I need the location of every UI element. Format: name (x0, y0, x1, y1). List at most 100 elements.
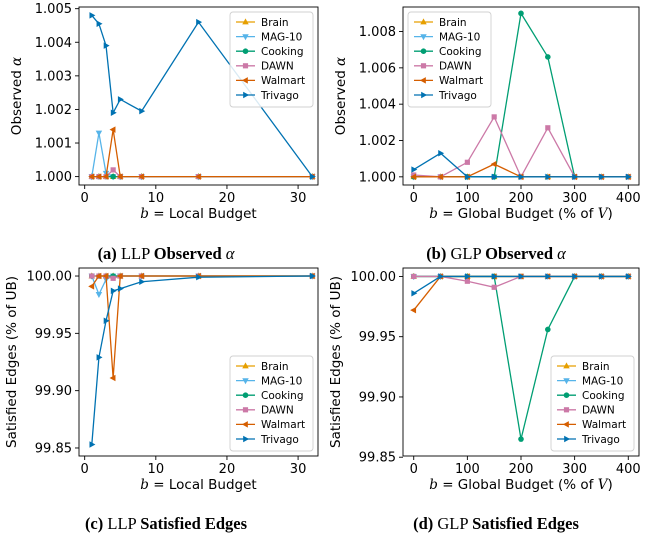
legend-item: Trivago (557, 434, 620, 446)
data-point (196, 18, 203, 26)
legend-label: MAG-10 (439, 31, 480, 43)
data-point (518, 173, 525, 181)
data-point (410, 306, 417, 314)
data-point (309, 272, 316, 280)
series-line (413, 275, 629, 311)
data-point (465, 173, 471, 181)
x-tick-label: 0 (81, 462, 89, 477)
data-point (110, 173, 116, 180)
legend-item: Cooking (236, 46, 304, 58)
data-point (491, 273, 498, 280)
data-point (411, 290, 418, 297)
y-tick-label: 1.004 (359, 98, 396, 113)
legend-marker (563, 392, 570, 399)
legend-item: Cooking (557, 390, 625, 402)
legend-label: Trivago (260, 434, 299, 446)
chart-d: 0 100 200 300 400 99.85 99.90 99.95 100.00 b = Gl… (328, 267, 641, 533)
x-tick-label: 200 (509, 462, 534, 477)
data-point (625, 273, 632, 280)
legend-label: Brain (582, 361, 610, 373)
x-axis-label: b = Global Budget (% of V) (429, 477, 612, 493)
y-axis-label: Satisfied Edges (% of UB) (4, 276, 20, 448)
data-point (436, 173, 443, 181)
legend-item: Brain (414, 17, 467, 29)
series-trivago (89, 12, 316, 180)
series-mag-10 (88, 130, 316, 181)
y-tick-label: 1.001 (35, 137, 72, 152)
data-point (545, 173, 552, 181)
legend-item: Trivago (236, 434, 299, 446)
data-point (96, 20, 103, 28)
x-tick-label: 200 (509, 191, 534, 206)
panel-caption: (a) LLP Observed α (98, 244, 235, 263)
x-tick-label: 20 (219, 462, 236, 477)
legend-frame (550, 355, 635, 452)
series-dawn (411, 114, 631, 180)
legend-label: Walmart (261, 419, 305, 431)
data-point (109, 374, 116, 382)
legend: Brain MAG-10 Cooking DAWN Walmart Trivago (550, 355, 635, 452)
legend-marker (241, 77, 248, 84)
y-tick-label: 1.000 (35, 170, 72, 185)
legend-label: DAWN (582, 405, 615, 417)
x-tick-label: 300 (562, 191, 587, 206)
data-point (438, 149, 445, 157)
legend: Brain MAG-10 Cooking DAWN Walmart Trivago (229, 355, 314, 452)
legend-label: Trivago (260, 90, 299, 102)
legend-marker (563, 407, 570, 413)
legend-marker (242, 34, 249, 41)
data-point (411, 166, 418, 173)
y-tick-label: 99.90 (359, 390, 396, 405)
y-tick-label: 99.90 (35, 384, 72, 399)
y-tick-label: 99.95 (35, 327, 72, 342)
data-point (545, 326, 551, 333)
x-tick-label: 300 (562, 462, 587, 477)
legend-item: MAG-10 (557, 375, 623, 387)
legend-label: MAG-10 (582, 375, 623, 387)
legend-marker (242, 392, 249, 399)
legend-label: Brain (261, 17, 289, 29)
legend-frame (229, 355, 314, 452)
legend-item: Cooking (236, 390, 304, 402)
legend-marker (242, 378, 249, 385)
legend-label: Cooking (261, 390, 304, 402)
data-point (117, 285, 124, 292)
data-point (572, 173, 579, 181)
data-point (95, 173, 102, 180)
series-line (91, 275, 313, 445)
data-point (599, 273, 606, 280)
x-tick-label: 30 (290, 462, 307, 477)
legend-label: DAWN (261, 405, 294, 417)
legend: Brain MAG-10 Cooking DAWN Walmart Trivago (407, 11, 492, 108)
legend-marker (420, 34, 427, 41)
legend-marker (420, 63, 427, 69)
data-point (464, 159, 470, 165)
legend-item: DAWN (414, 61, 472, 73)
y-tick-label: 1.003 (35, 69, 72, 84)
x-tick-label: 20 (219, 191, 236, 206)
data-point (89, 12, 96, 19)
y-tick-label: 100.00 (27, 270, 73, 285)
legend-item: DAWN (236, 61, 294, 73)
series-trivago (411, 149, 632, 181)
legend-item: Brain (236, 17, 289, 29)
legend-marker (243, 435, 250, 443)
legend-marker (242, 362, 249, 369)
legend-label: Cooking (582, 390, 625, 402)
chart-c: 0 10 20 30 99.85 99.90 99.95 100.00 b = Local Bu… (4, 267, 319, 533)
x-tick-label: 0 (410, 462, 418, 477)
legend: Brain MAG-10 Cooking DAWN Walmart Trivago (229, 11, 314, 108)
legend-frame (407, 11, 492, 108)
legend-frame (229, 11, 314, 108)
legend-item: Trivago (414, 90, 477, 102)
data-point (110, 167, 116, 173)
data-point (103, 317, 110, 324)
chart-b: 0 100 200 300 400 1.000 1.002 1.004 1.006 1.008 b … (333, 6, 641, 263)
data-point (95, 292, 103, 298)
series-line (413, 115, 629, 179)
data-point (110, 287, 117, 295)
legend-marker (420, 48, 427, 54)
legend-marker (241, 421, 248, 428)
data-point (411, 273, 417, 280)
x-tick-label: 400 (616, 191, 641, 206)
